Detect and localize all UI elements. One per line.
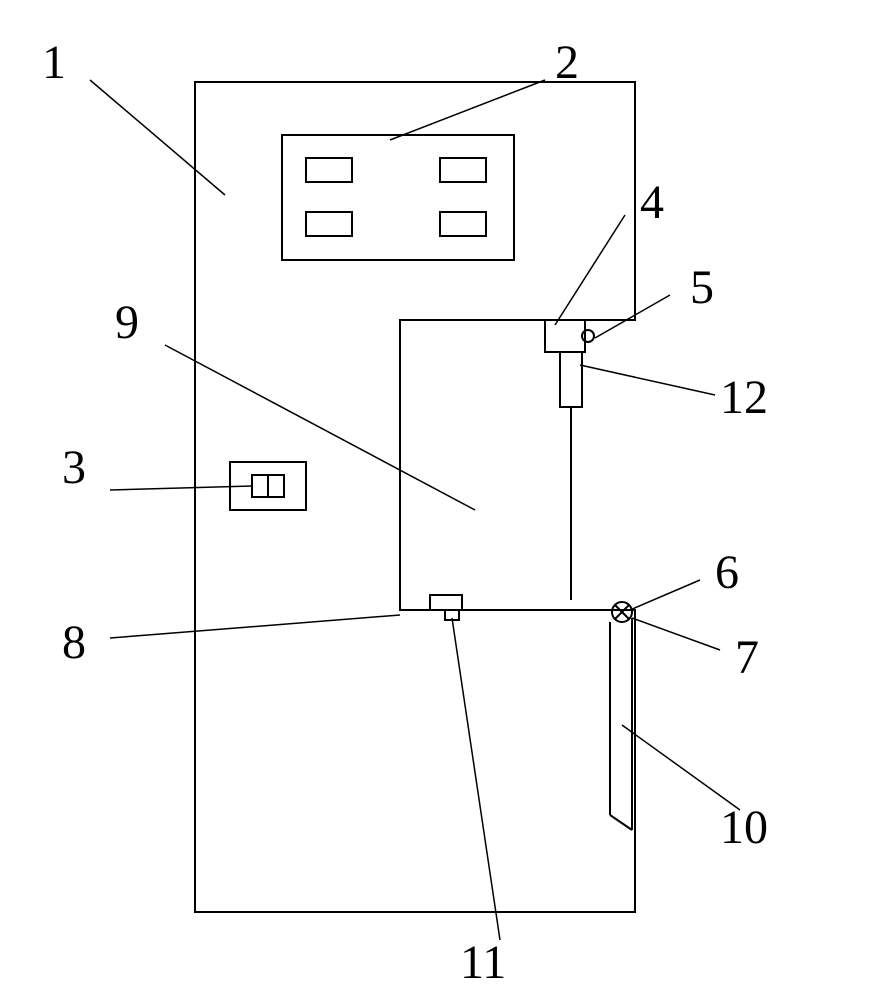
needle-block [560, 352, 582, 407]
label-3: 3 [62, 440, 86, 495]
control-panel [282, 135, 514, 260]
leader-10 [622, 725, 740, 810]
leader-8 [110, 615, 400, 638]
label-4: 4 [640, 175, 664, 230]
leader-9 [165, 345, 475, 510]
leader-12 [580, 365, 715, 395]
table-block [430, 595, 462, 610]
label-11: 11 [460, 935, 506, 990]
leader-7 [632, 618, 720, 650]
panel-button [306, 212, 352, 236]
label-2: 2 [555, 35, 579, 90]
needle-bracket [545, 320, 585, 352]
label-1: 1 [42, 35, 66, 90]
leader-6 [630, 580, 700, 610]
panel-button [440, 158, 486, 182]
label-10: 10 [720, 800, 768, 855]
leader-1 [90, 80, 225, 195]
label-9: 9 [115, 295, 139, 350]
panel-button [306, 158, 352, 182]
label-12: 12 [720, 370, 768, 425]
leader-11 [452, 618, 500, 940]
panel-button [440, 212, 486, 236]
label-8: 8 [62, 615, 86, 670]
leader-5 [595, 295, 670, 338]
label-7: 7 [735, 630, 759, 685]
leader-2 [390, 80, 545, 140]
label-5: 5 [690, 260, 714, 315]
leader-4 [555, 215, 625, 325]
label-6: 6 [715, 545, 739, 600]
